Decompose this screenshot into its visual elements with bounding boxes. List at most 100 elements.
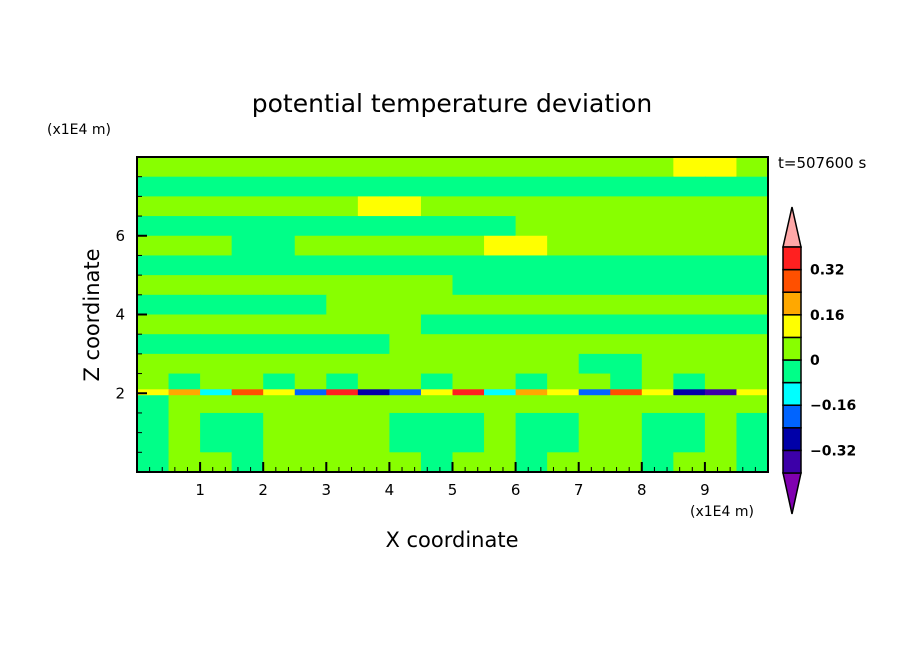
contour-cell [484, 452, 517, 473]
contour-cell [420, 432, 454, 453]
contour-cell [200, 389, 233, 396]
contour-cell [420, 294, 454, 316]
contour-cell [673, 275, 706, 296]
contour-cell [673, 196, 706, 217]
contour-cell [263, 373, 296, 390]
contour-cell [357, 314, 390, 335]
contour-cell [704, 373, 738, 390]
contour-field [137, 157, 769, 473]
contour-cell [547, 176, 580, 197]
contour-cell [263, 294, 296, 316]
y-tick-label: 6 [115, 227, 125, 245]
contour-cell [547, 216, 580, 237]
contour-cell [200, 353, 233, 375]
contour-cell [294, 452, 327, 473]
contour-cell [357, 432, 390, 453]
contour-cell [736, 176, 769, 197]
contour-cell [263, 176, 296, 197]
contour-cell [547, 412, 580, 434]
contour-cell [673, 389, 706, 396]
contour-cell [137, 216, 170, 237]
contour-cell [420, 157, 454, 178]
contour-cell [641, 373, 674, 390]
contour-cell [578, 157, 611, 178]
contour-cell [578, 216, 611, 237]
contour-cell [452, 373, 485, 390]
contour-cell [673, 235, 706, 257]
contour-cell [200, 275, 233, 296]
time-annotation: t=507600 s [778, 154, 866, 172]
contour-cell [641, 275, 674, 296]
contour-cell [515, 275, 548, 296]
x-unit-label: (x1E4 m) [690, 504, 754, 520]
contour-cell [389, 216, 422, 237]
contour-cell [704, 294, 738, 316]
contour-cell [547, 255, 580, 276]
contour-cell [326, 275, 359, 296]
contour-cell [294, 157, 327, 178]
contour-cell [484, 235, 517, 257]
contour-cell [389, 373, 422, 390]
contour-cell [547, 294, 580, 316]
contour-cell [610, 334, 643, 355]
contour-cell [389, 176, 422, 197]
contour-cell [294, 334, 327, 355]
contour-cell [200, 432, 233, 453]
contour-cell [547, 235, 580, 257]
contour-cell [704, 412, 738, 434]
contour-cell [452, 216, 485, 237]
contour-cell [420, 196, 454, 217]
contour-cell [357, 255, 390, 276]
colorbar-band [782, 268, 802, 293]
x-tick-label: 4 [385, 481, 395, 499]
contour-cell [168, 196, 201, 217]
contour-cell [515, 294, 548, 316]
contour-cell [231, 235, 264, 257]
contour-cell [610, 373, 643, 390]
contour-cell [484, 255, 517, 276]
contour-cell [357, 235, 390, 257]
contour-cell [137, 334, 170, 355]
contour-cell [578, 196, 611, 217]
contour-cell [263, 157, 296, 178]
contour-cell [641, 294, 674, 316]
colorbar-band [782, 336, 802, 361]
contour-cell [484, 294, 517, 316]
contour-cell [736, 389, 769, 396]
contour-cell [704, 216, 738, 237]
contour-cell [326, 452, 359, 473]
contour-cell [263, 412, 296, 434]
contour-cell [231, 255, 264, 276]
contour-cell [673, 255, 706, 276]
y-unit-label: (x1E4 m) [47, 122, 111, 138]
contour-cell [704, 235, 738, 257]
contour-cell [610, 314, 643, 335]
contour-cell [515, 389, 548, 396]
contour-cell [326, 395, 359, 414]
contour-cell [200, 255, 233, 276]
contour-cell [168, 353, 201, 375]
contour-cell [578, 294, 611, 316]
contour-cell [610, 353, 643, 375]
contour-cell [578, 389, 611, 396]
chart-title: potential temperature deviation [252, 89, 652, 118]
contour-cell [263, 275, 296, 296]
contour-cell [610, 395, 643, 414]
contour-cell [641, 395, 674, 414]
contour-cell [231, 294, 264, 316]
contour-cell [452, 334, 485, 355]
contour-cell [294, 196, 327, 217]
contour-cell [610, 157, 643, 178]
x-tick-label: 9 [700, 481, 710, 499]
contour-cell [357, 389, 390, 396]
contour-cell [641, 389, 674, 396]
contour-cell [357, 452, 390, 473]
contour-cell [704, 452, 738, 473]
contour-cell [704, 176, 738, 197]
contour-cell [200, 294, 233, 316]
contour-cell [200, 157, 233, 178]
contour-cell [484, 432, 517, 453]
contour-cell [231, 432, 264, 453]
contour-cell [452, 432, 485, 453]
contour-cell [673, 373, 706, 390]
